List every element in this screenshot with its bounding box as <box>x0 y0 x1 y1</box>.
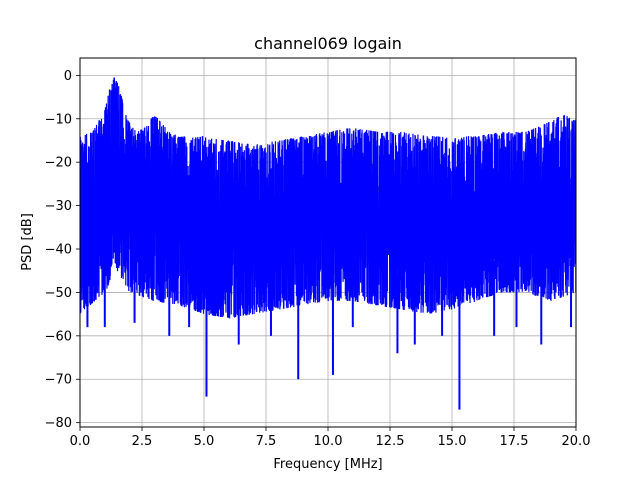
x-tick-label: 7.5 <box>256 434 277 449</box>
x-tick-label: 10.0 <box>314 434 343 449</box>
psd-series <box>80 77 576 410</box>
x-tick-label: 15.0 <box>438 434 467 449</box>
y-tick-label: −80 <box>45 416 72 431</box>
x-tick-label: 17.5 <box>500 434 529 449</box>
y-axis-label: PSD [dB] <box>20 213 35 271</box>
y-tick-label: −30 <box>45 199 72 214</box>
y-tick-label: −60 <box>45 329 72 344</box>
y-tick-label: −70 <box>45 373 72 388</box>
chart-title: channel069 logain <box>254 34 402 53</box>
x-tick-label: 20.0 <box>562 434 591 449</box>
x-tick-label: 2.5 <box>132 434 153 449</box>
x-tick-label: 0.0 <box>70 434 91 449</box>
psd-trace <box>80 77 576 319</box>
y-tick-label: −10 <box>45 112 72 127</box>
y-tick-label: −20 <box>45 156 72 171</box>
axis-ticks: 0.0 2.5 5.0 7.5 10.0 12.5 15.0 17.5 20.0 0 −10 −20 −… <box>45 69 591 449</box>
y-tick-label: −50 <box>45 286 72 301</box>
x-tick-label: 12.5 <box>376 434 405 449</box>
y-tick-label: −40 <box>45 243 72 258</box>
y-tick-label: 0 <box>64 69 72 84</box>
x-tick-label: 5.0 <box>194 434 215 449</box>
x-axis-label: Frequency [MHz] <box>273 457 382 472</box>
